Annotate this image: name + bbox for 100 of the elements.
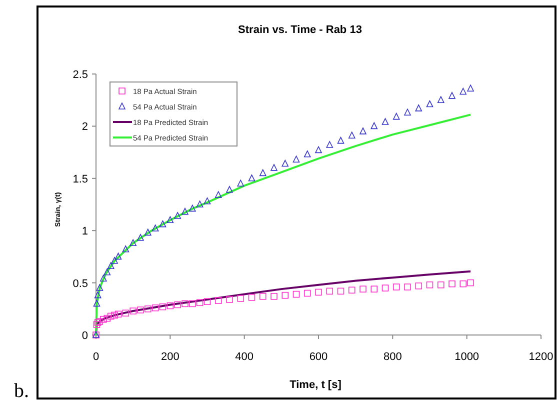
- point: [159, 220, 166, 228]
- point: [196, 200, 204, 208]
- point: [137, 306, 144, 314]
- point: [437, 96, 444, 103]
- point: [337, 136, 344, 144]
- point: [166, 302, 174, 310]
- point: [174, 301, 181, 308]
- point: [182, 300, 188, 308]
- point: [226, 296, 233, 303]
- point: [282, 160, 289, 167]
- point: [460, 280, 467, 288]
- point: [152, 304, 159, 312]
- point: [370, 286, 378, 292]
- point: [348, 286, 356, 294]
- x-tick-label: 200: [160, 351, 180, 363]
- point: [315, 146, 322, 154]
- point: [130, 308, 136, 314]
- point: [326, 288, 334, 295]
- y-tick-label: 0.5: [72, 278, 88, 290]
- point: [93, 321, 100, 328]
- text: b.: [14, 380, 29, 402]
- point: [304, 290, 311, 297]
- y-tick-label: 1: [82, 226, 88, 238]
- point: [182, 208, 188, 215]
- point: [315, 288, 322, 296]
- point: [111, 312, 118, 319]
- point: [292, 156, 300, 163]
- point: [166, 216, 174, 224]
- point: [404, 284, 411, 290]
- point: [114, 310, 122, 318]
- point: [467, 84, 474, 92]
- x-tick-label: 1000: [454, 351, 480, 363]
- point: [248, 294, 256, 301]
- point: [214, 191, 222, 198]
- point: [196, 299, 204, 306]
- point: [204, 298, 211, 305]
- point: [104, 268, 111, 276]
- point: [107, 262, 114, 269]
- point: [144, 228, 152, 236]
- point: [130, 239, 136, 246]
- point: [152, 224, 159, 232]
- x-tick-label: 0: [92, 351, 100, 363]
- point: [426, 100, 434, 108]
- y-tick-label: 2: [82, 121, 88, 134]
- point: [259, 169, 266, 176]
- point: [404, 108, 411, 116]
- x-tick-label: 400: [235, 351, 254, 363]
- point: [259, 292, 266, 300]
- point: [122, 245, 130, 252]
- point: [360, 128, 366, 134]
- point: [270, 292, 278, 300]
- point: [282, 292, 289, 299]
- chart-title: Strain vs. Time - Rab 13: [238, 24, 362, 36]
- point: [360, 286, 366, 292]
- point: [392, 284, 400, 290]
- point: [96, 284, 104, 291]
- point: [226, 186, 233, 193]
- point: [426, 281, 434, 288]
- point: [448, 280, 456, 288]
- point: [94, 291, 102, 298]
- y-tick-label: 0: [82, 330, 88, 342]
- point: [304, 150, 311, 158]
- point: [292, 290, 300, 298]
- point: [415, 104, 422, 112]
- point: [370, 122, 378, 130]
- point: [189, 300, 196, 308]
- point: [137, 234, 144, 241]
- point: [107, 312, 114, 320]
- point: [144, 306, 152, 312]
- point: [94, 319, 102, 326]
- point: [382, 284, 389, 292]
- point: [100, 316, 107, 323]
- point: [100, 274, 107, 282]
- point: [392, 112, 400, 120]
- point: [114, 252, 122, 260]
- point: [93, 300, 100, 307]
- x-axis-title: Time, t [s]: [290, 379, 342, 391]
- x-tick-label: 600: [309, 351, 328, 363]
- point: [122, 310, 130, 316]
- point: [189, 204, 196, 212]
- point: [437, 281, 444, 288]
- point: [159, 303, 166, 310]
- point: [326, 141, 334, 148]
- point: [104, 314, 111, 322]
- point: [96, 318, 104, 325]
- point: [111, 256, 118, 264]
- point: [415, 282, 422, 290]
- point: [237, 295, 244, 302]
- x-tick-label: 800: [383, 351, 402, 363]
- point: [214, 297, 222, 304]
- y-tick-label: 1.5: [72, 173, 88, 186]
- x-tick-label: 1200: [528, 351, 554, 363]
- point: [174, 212, 181, 219]
- point: [348, 132, 356, 138]
- point: [237, 180, 244, 187]
- point: [270, 164, 278, 171]
- point: [460, 88, 467, 95]
- point: [467, 279, 474, 286]
- point: [382, 118, 389, 125]
- point: [337, 288, 344, 295]
